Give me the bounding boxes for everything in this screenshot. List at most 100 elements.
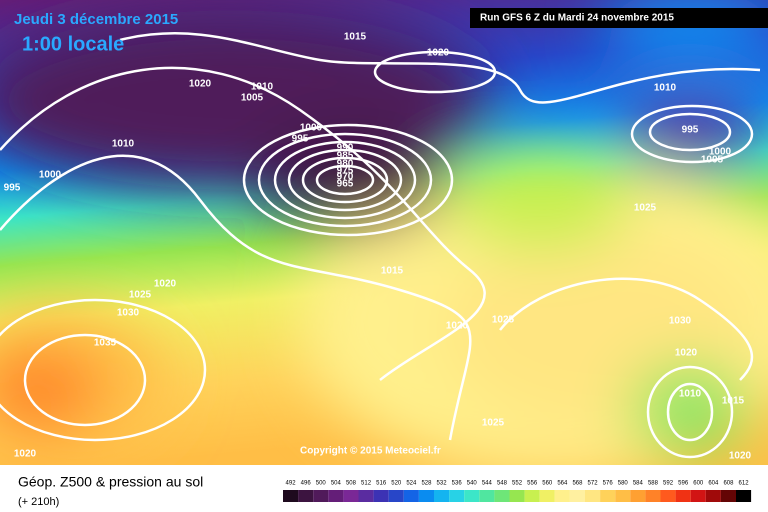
isobar-label: 1020 (446, 321, 469, 332)
isobar-label: 1020 (14, 449, 37, 460)
isobar-label: 1020 (729, 451, 752, 462)
isobar-label: 1010 (112, 139, 135, 150)
isobar-label: 1000 (39, 170, 62, 181)
scale-cell (494, 490, 510, 502)
scale-label: 564 (557, 481, 568, 487)
scale-label: 524 (406, 481, 417, 487)
isobar-label: 985 (337, 151, 354, 162)
scale-cell (705, 490, 721, 502)
scale-cell (660, 490, 676, 502)
scale-cell (464, 490, 480, 502)
scale-label: 580 (618, 481, 629, 487)
scale-cell (615, 490, 631, 502)
isobar-label: 970 (337, 172, 354, 183)
isobar-label: 1015 (722, 396, 745, 407)
isobar-label: 1035 (94, 338, 117, 349)
scale-cell (569, 490, 585, 502)
scale-label: 556 (527, 481, 538, 487)
isobar-label: 1000 (300, 123, 323, 134)
scale-cell (554, 490, 570, 502)
isobar-label: 980 (337, 159, 354, 170)
scale-label: 568 (572, 481, 583, 487)
isobar-label: 1010 (654, 83, 677, 94)
isobar-label: 1020 (675, 348, 698, 359)
scale-label: 536 (452, 481, 463, 487)
scale-cell (403, 490, 419, 502)
scale-label: 492 (286, 481, 297, 487)
isobar-label: 995 (292, 134, 309, 145)
scale-cell (449, 490, 465, 502)
scale-cell (298, 490, 314, 502)
scale-label: 560 (542, 481, 553, 487)
scale-label: 612 (739, 481, 750, 487)
scale-label: 532 (437, 481, 448, 487)
scale-label: 512 (361, 481, 372, 487)
scale-cell (434, 490, 450, 502)
scale-label: 540 (467, 481, 478, 487)
scale-cell (645, 490, 661, 502)
scale-label: 576 (603, 481, 614, 487)
isobar-label: 1030 (669, 316, 692, 327)
isobar-label: 990 (337, 143, 354, 154)
scale-cell (720, 490, 736, 502)
footer-title: Géop. Z500 & pression au sol (18, 474, 203, 490)
scale-cell (283, 490, 299, 502)
scale-label: 604 (708, 481, 719, 487)
isobar-label: 1020 (427, 48, 450, 59)
isobar-label: 995 (4, 183, 21, 194)
scale-label: 600 (693, 481, 704, 487)
scale-cell (509, 490, 525, 502)
scale-cell (675, 490, 691, 502)
scale-label: 516 (376, 481, 387, 487)
isobar-label: 1025 (634, 203, 657, 214)
scale-cell (313, 490, 329, 502)
lead-time: (+ 210h) (18, 496, 59, 508)
isobar-label: 1030 (117, 308, 140, 319)
time: 1:00 locale (22, 33, 124, 55)
isobar-label: 1010 (251, 82, 274, 93)
scale-label: 504 (331, 481, 342, 487)
isobars (0, 32, 761, 459)
scale-label: 608 (723, 481, 734, 487)
isobar-label: 1020 (154, 279, 177, 290)
scale-cell (690, 490, 706, 502)
isobar-label: 1010 (679, 389, 702, 400)
run-info: Run GFS 6 Z du Mardi 24 novembre 2015 (480, 13, 674, 24)
scale-cell (418, 490, 434, 502)
scale-cell (388, 490, 404, 502)
date: Jeudi 3 décembre 2015 (14, 11, 178, 28)
isobar-label: 1020 (189, 79, 212, 90)
scale-cell (328, 490, 344, 502)
isobar-label: 1025 (492, 315, 515, 326)
scale-label: 544 (482, 481, 493, 487)
scale-cell (600, 490, 616, 502)
isobar-label: 1015 (381, 266, 404, 277)
isobar-label: 1015 (344, 32, 367, 43)
scale-label: 572 (588, 481, 599, 487)
scale-cell (479, 490, 495, 502)
isobar-label: 975 (337, 166, 354, 177)
isobar-label: 1005 (241, 93, 264, 104)
isobar-label: 965 (337, 179, 354, 190)
color-scale: 492 496 500 504 508 512 516 520 524 528 532 536 540 5… (283, 481, 752, 502)
scale-cell (373, 490, 389, 502)
scale-label: 508 (346, 481, 357, 487)
scale-cell (630, 490, 646, 502)
scale-label: 596 (678, 481, 689, 487)
scale-cell (343, 490, 359, 502)
scale-label: 588 (648, 481, 659, 487)
map (0, 0, 768, 465)
scale-label: 552 (512, 481, 523, 487)
isobar-label: 1025 (129, 290, 152, 301)
scale-cell (585, 490, 601, 502)
isobar-label: 995 (682, 125, 699, 136)
scale-label: 584 (633, 481, 644, 487)
isobar-label: 1000 (709, 147, 732, 158)
scale-cell (539, 490, 555, 502)
scale-cell (358, 490, 374, 502)
scale-label: 496 (301, 481, 312, 487)
scale-label: 548 (497, 481, 508, 487)
copyright: Copyright © 2015 Meteociel.fr (300, 446, 441, 457)
